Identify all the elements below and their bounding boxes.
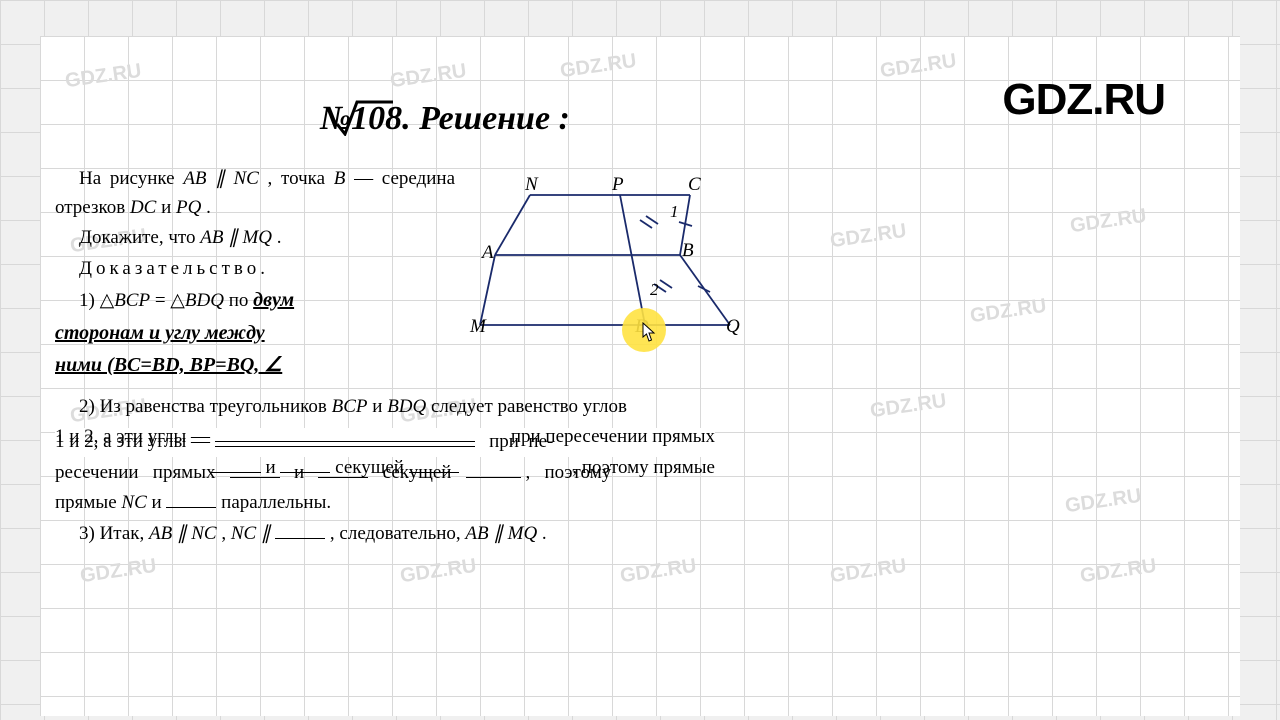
t: BDQ	[185, 290, 224, 311]
t: , следовательно,	[330, 523, 465, 544]
t: .	[542, 523, 547, 544]
t: BCP	[332, 396, 368, 417]
t: и	[161, 197, 176, 218]
handwriting: ними (BC=BD, BP=BQ, ∠	[55, 354, 282, 376]
cursor-icon	[642, 322, 656, 342]
t: и	[372, 396, 387, 417]
t: .	[206, 197, 211, 218]
t: = △	[150, 290, 185, 311]
t: AB ∥ MQ	[200, 227, 272, 248]
t: ,	[221, 523, 231, 544]
blank	[215, 428, 475, 447]
label-A: A	[482, 242, 494, 264]
t: NC	[121, 492, 146, 513]
blank	[166, 489, 216, 508]
t: AB ∥ NC	[149, 523, 217, 544]
t: .	[277, 227, 282, 248]
label-C: C	[688, 174, 701, 196]
t: 3) Итак,	[79, 523, 149, 544]
blank	[230, 459, 280, 478]
handwriting: сторонам и углу между	[55, 322, 265, 344]
t: B	[334, 168, 346, 189]
t: DC	[130, 197, 156, 218]
label-B: B	[682, 240, 694, 262]
t: параллельны.	[221, 492, 331, 513]
t: по	[224, 290, 253, 311]
label-angle2: 2	[650, 280, 659, 300]
blank	[275, 520, 325, 539]
t: , точка	[268, 168, 334, 189]
t: следует равенство углов	[431, 396, 627, 417]
t: NC ∥	[231, 523, 275, 544]
label-M: M	[470, 316, 486, 338]
t: Докажите, что	[79, 227, 200, 248]
t: AB ∥ NC	[183, 168, 259, 189]
t: BCP	[114, 290, 150, 311]
label-Q: Q	[726, 316, 740, 338]
label-P: P	[612, 174, 624, 196]
label-N: N	[525, 174, 538, 196]
t: 1 и 2, а эти углы —	[55, 431, 210, 452]
blank	[318, 459, 368, 478]
t: BDQ	[387, 396, 426, 417]
proof-heading: Доказательство.	[55, 255, 455, 284]
geometry-figure: N P C A B M D Q 1 2	[470, 180, 750, 350]
problem-title: №108. Решение :	[320, 100, 570, 138]
t: PQ	[176, 197, 201, 218]
label-angle1: 1	[670, 202, 679, 222]
handwriting: двум	[253, 289, 294, 311]
t: 2) Из равенства треугольников	[79, 396, 332, 417]
t: и	[152, 492, 167, 513]
site-logo: GDZ.RU	[1002, 75, 1165, 125]
t: На рисунке	[79, 168, 183, 189]
figure-svg	[470, 180, 750, 350]
t: 1) △	[79, 290, 114, 311]
t: AB ∥ MQ	[465, 523, 537, 544]
blank	[466, 459, 521, 478]
